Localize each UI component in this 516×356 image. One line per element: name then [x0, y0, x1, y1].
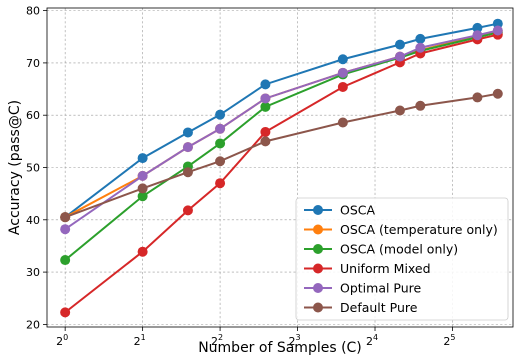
legend-swatch-marker: [313, 205, 323, 215]
data-point: [182, 167, 193, 178]
data-point: [60, 307, 71, 318]
data-point: [137, 246, 148, 257]
data-point: [394, 51, 405, 62]
data-point: [472, 92, 483, 103]
data-point: [60, 255, 71, 266]
data-point: [472, 22, 483, 33]
legend-item: OSCA: [304, 203, 376, 218]
data-point: [182, 142, 193, 153]
legend-label: Default Pure: [340, 300, 418, 315]
y-tick-label: 80: [26, 5, 40, 18]
legend-item: OSCA (model only): [304, 242, 458, 257]
data-point: [337, 54, 348, 65]
legend-swatch-marker: [313, 283, 323, 293]
x-tick-label: 25: [443, 333, 455, 348]
data-point: [182, 205, 193, 216]
data-point: [394, 39, 405, 50]
x-tick-label: 22: [211, 333, 223, 348]
legend-item: Default Pure: [304, 300, 418, 315]
axis-ticks: 20 30 40 50 60 70 80 20 21 22 23 24 25: [26, 5, 456, 348]
series-lines: [60, 18, 503, 318]
data-point: [215, 178, 226, 189]
data-point: [260, 101, 271, 112]
data-point: [215, 109, 226, 120]
legend-item: Uniform Mixed: [304, 261, 431, 276]
x-tick-label: 23: [289, 333, 301, 348]
data-point: [337, 117, 348, 128]
y-tick-label: 30: [26, 266, 40, 279]
legend-label: OSCA (temperature only): [340, 222, 498, 237]
y-tick-label: 50: [26, 162, 40, 175]
series-optimal-pure: [60, 25, 503, 235]
data-point: [137, 191, 148, 202]
data-point: [337, 81, 348, 92]
x-tick-label: 24: [366, 333, 378, 348]
legend: OSCA OSCA (temperature only) OSCA (model o…: [295, 197, 509, 321]
legend-item: Optimal Pure: [304, 281, 422, 296]
data-point: [215, 123, 226, 134]
data-point: [137, 153, 148, 164]
legend-swatch-marker: [313, 302, 323, 313]
legend-swatch-marker: [313, 224, 323, 235]
data-point: [215, 138, 226, 149]
series-line: [64, 33, 499, 314]
data-point: [415, 100, 426, 111]
legend-label: OSCA: [340, 203, 376, 218]
data-point: [337, 67, 348, 78]
data-point: [137, 170, 148, 181]
legend-box: [295, 197, 509, 321]
series-line: [64, 29, 499, 231]
series-line: [64, 22, 498, 218]
data-point: [492, 88, 503, 99]
legend-swatch-marker: [313, 263, 323, 274]
legend-label: Uniform Mixed: [340, 261, 431, 276]
data-point: [260, 126, 271, 137]
data-point: [492, 25, 503, 36]
y-tick-label: 60: [26, 109, 40, 122]
data-point: [137, 183, 148, 194]
data-point: [260, 136, 271, 147]
y-tick-label: 20: [26, 318, 40, 331]
data-point: [260, 79, 271, 90]
data-point: [472, 30, 483, 41]
legend-label: Optimal Pure: [340, 281, 422, 296]
data-point: [215, 156, 226, 167]
legend-item: OSCA (temperature only): [304, 222, 498, 237]
y-tick-label: 70: [26, 57, 40, 70]
data-point: [415, 42, 426, 53]
y-axis-title: Accuracy (pass@C): [7, 100, 23, 235]
x-axis-title: Number of Samples (C): [198, 340, 362, 356]
x-tick-label: 21: [134, 333, 146, 348]
data-point: [182, 127, 193, 138]
data-point: [60, 212, 71, 223]
legend-label: OSCA (model only): [340, 242, 458, 257]
data-point: [60, 224, 71, 235]
y-tick-label: 40: [26, 214, 40, 227]
data-point: [415, 33, 426, 44]
data-point: [394, 105, 405, 116]
x-tick-label: 20: [56, 333, 68, 348]
legend-swatch-marker: [313, 244, 323, 254]
series-line: [64, 92, 498, 219]
series-default-pure: [60, 88, 503, 223]
data-point: [260, 93, 271, 104]
